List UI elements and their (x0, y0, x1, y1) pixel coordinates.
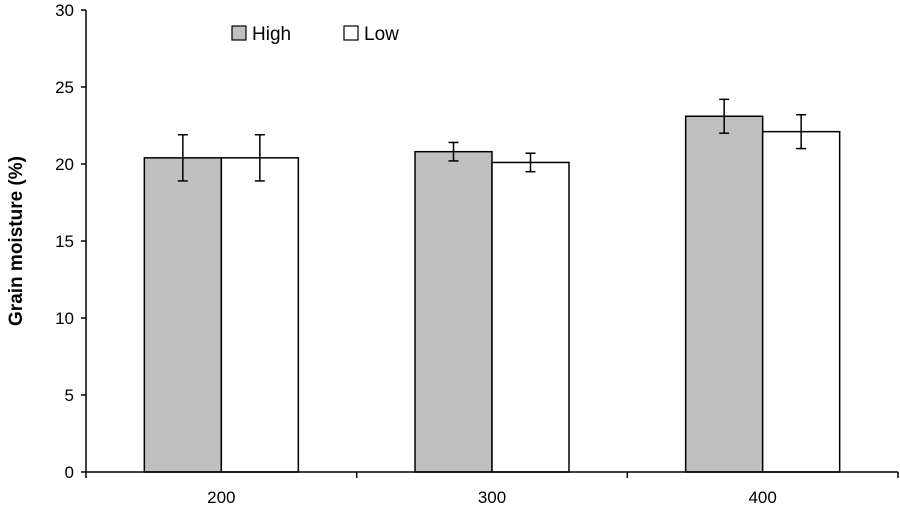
error-bar-high-300 (448, 141, 459, 162)
y-tick-label-25: 25 (55, 78, 74, 97)
x-tick-label-400: 400 (748, 488, 776, 507)
y-tick-label-10: 10 (55, 309, 74, 328)
x-tick-label-300: 300 (478, 488, 506, 507)
bar-low-400 (761, 130, 841, 473)
y-axis-title: Grain moisture (%) (6, 156, 27, 326)
error-bar-low-200 (254, 133, 265, 182)
bar-high-400 (684, 115, 764, 473)
error-bar-low-400 (796, 113, 807, 150)
legend: High Low (231, 24, 399, 45)
legend-item-low: Low (343, 24, 399, 45)
x-tick-label-200: 200 (207, 488, 235, 507)
bar-high-300 (414, 150, 493, 473)
x-ticks-layer: 200 300 400 (85, 472, 899, 507)
bar-high-200 (143, 157, 223, 473)
error-bars-layer (177, 98, 807, 182)
bars-layer (143, 115, 841, 473)
y-tick-label-15: 15 (55, 232, 74, 251)
bar-low-200 (220, 157, 300, 473)
error-bar-low-300 (525, 152, 536, 173)
y-tick-label-0: 0 (65, 463, 74, 482)
y-ticks-layer: 0 5 10 15 20 25 30 (55, 1, 86, 482)
y-tick-label-20: 20 (55, 155, 74, 174)
error-bar-high-200 (177, 133, 188, 182)
legend-swatch-low (343, 25, 359, 41)
legend-swatch-high (231, 25, 247, 41)
y-tick-label-5: 5 (65, 386, 74, 405)
error-bar-high-400 (719, 98, 730, 134)
legend-label-high: High (252, 24, 291, 45)
legend-item-high: High (231, 24, 291, 45)
y-tick-label-30: 30 (55, 1, 74, 20)
legend-label-low: Low (364, 24, 399, 45)
bar-low-300 (491, 161, 570, 473)
